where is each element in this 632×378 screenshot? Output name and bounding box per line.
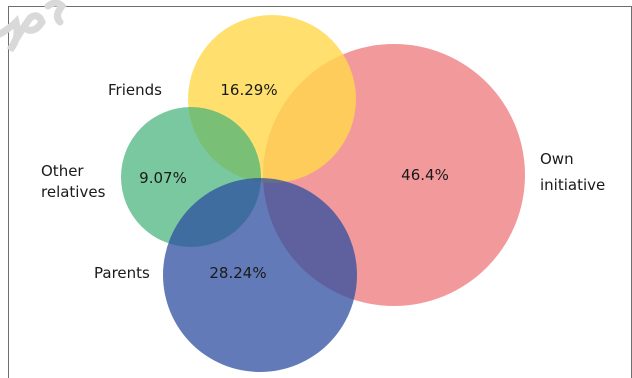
label-parents: Parents	[94, 264, 150, 282]
frame-top-border	[8, 6, 632, 7]
value-own-initiative: 46.4%	[401, 166, 449, 184]
label-own-initiative-line1: Own	[540, 150, 574, 168]
label-own-initiative-line2: initiative	[540, 176, 605, 194]
label-friends: Friends	[108, 81, 162, 99]
label-other-relatives-line2: relatives	[41, 183, 106, 201]
label-other-relatives-line1: Other	[41, 162, 84, 180]
frame-left-border	[8, 6, 9, 378]
value-other-relatives: 9.07%	[139, 169, 187, 187]
circle-parents	[163, 178, 357, 372]
value-friends: 16.29%	[220, 81, 277, 99]
value-parents: 28.24%	[209, 264, 266, 282]
watermark-graphic	[0, 0, 67, 53]
